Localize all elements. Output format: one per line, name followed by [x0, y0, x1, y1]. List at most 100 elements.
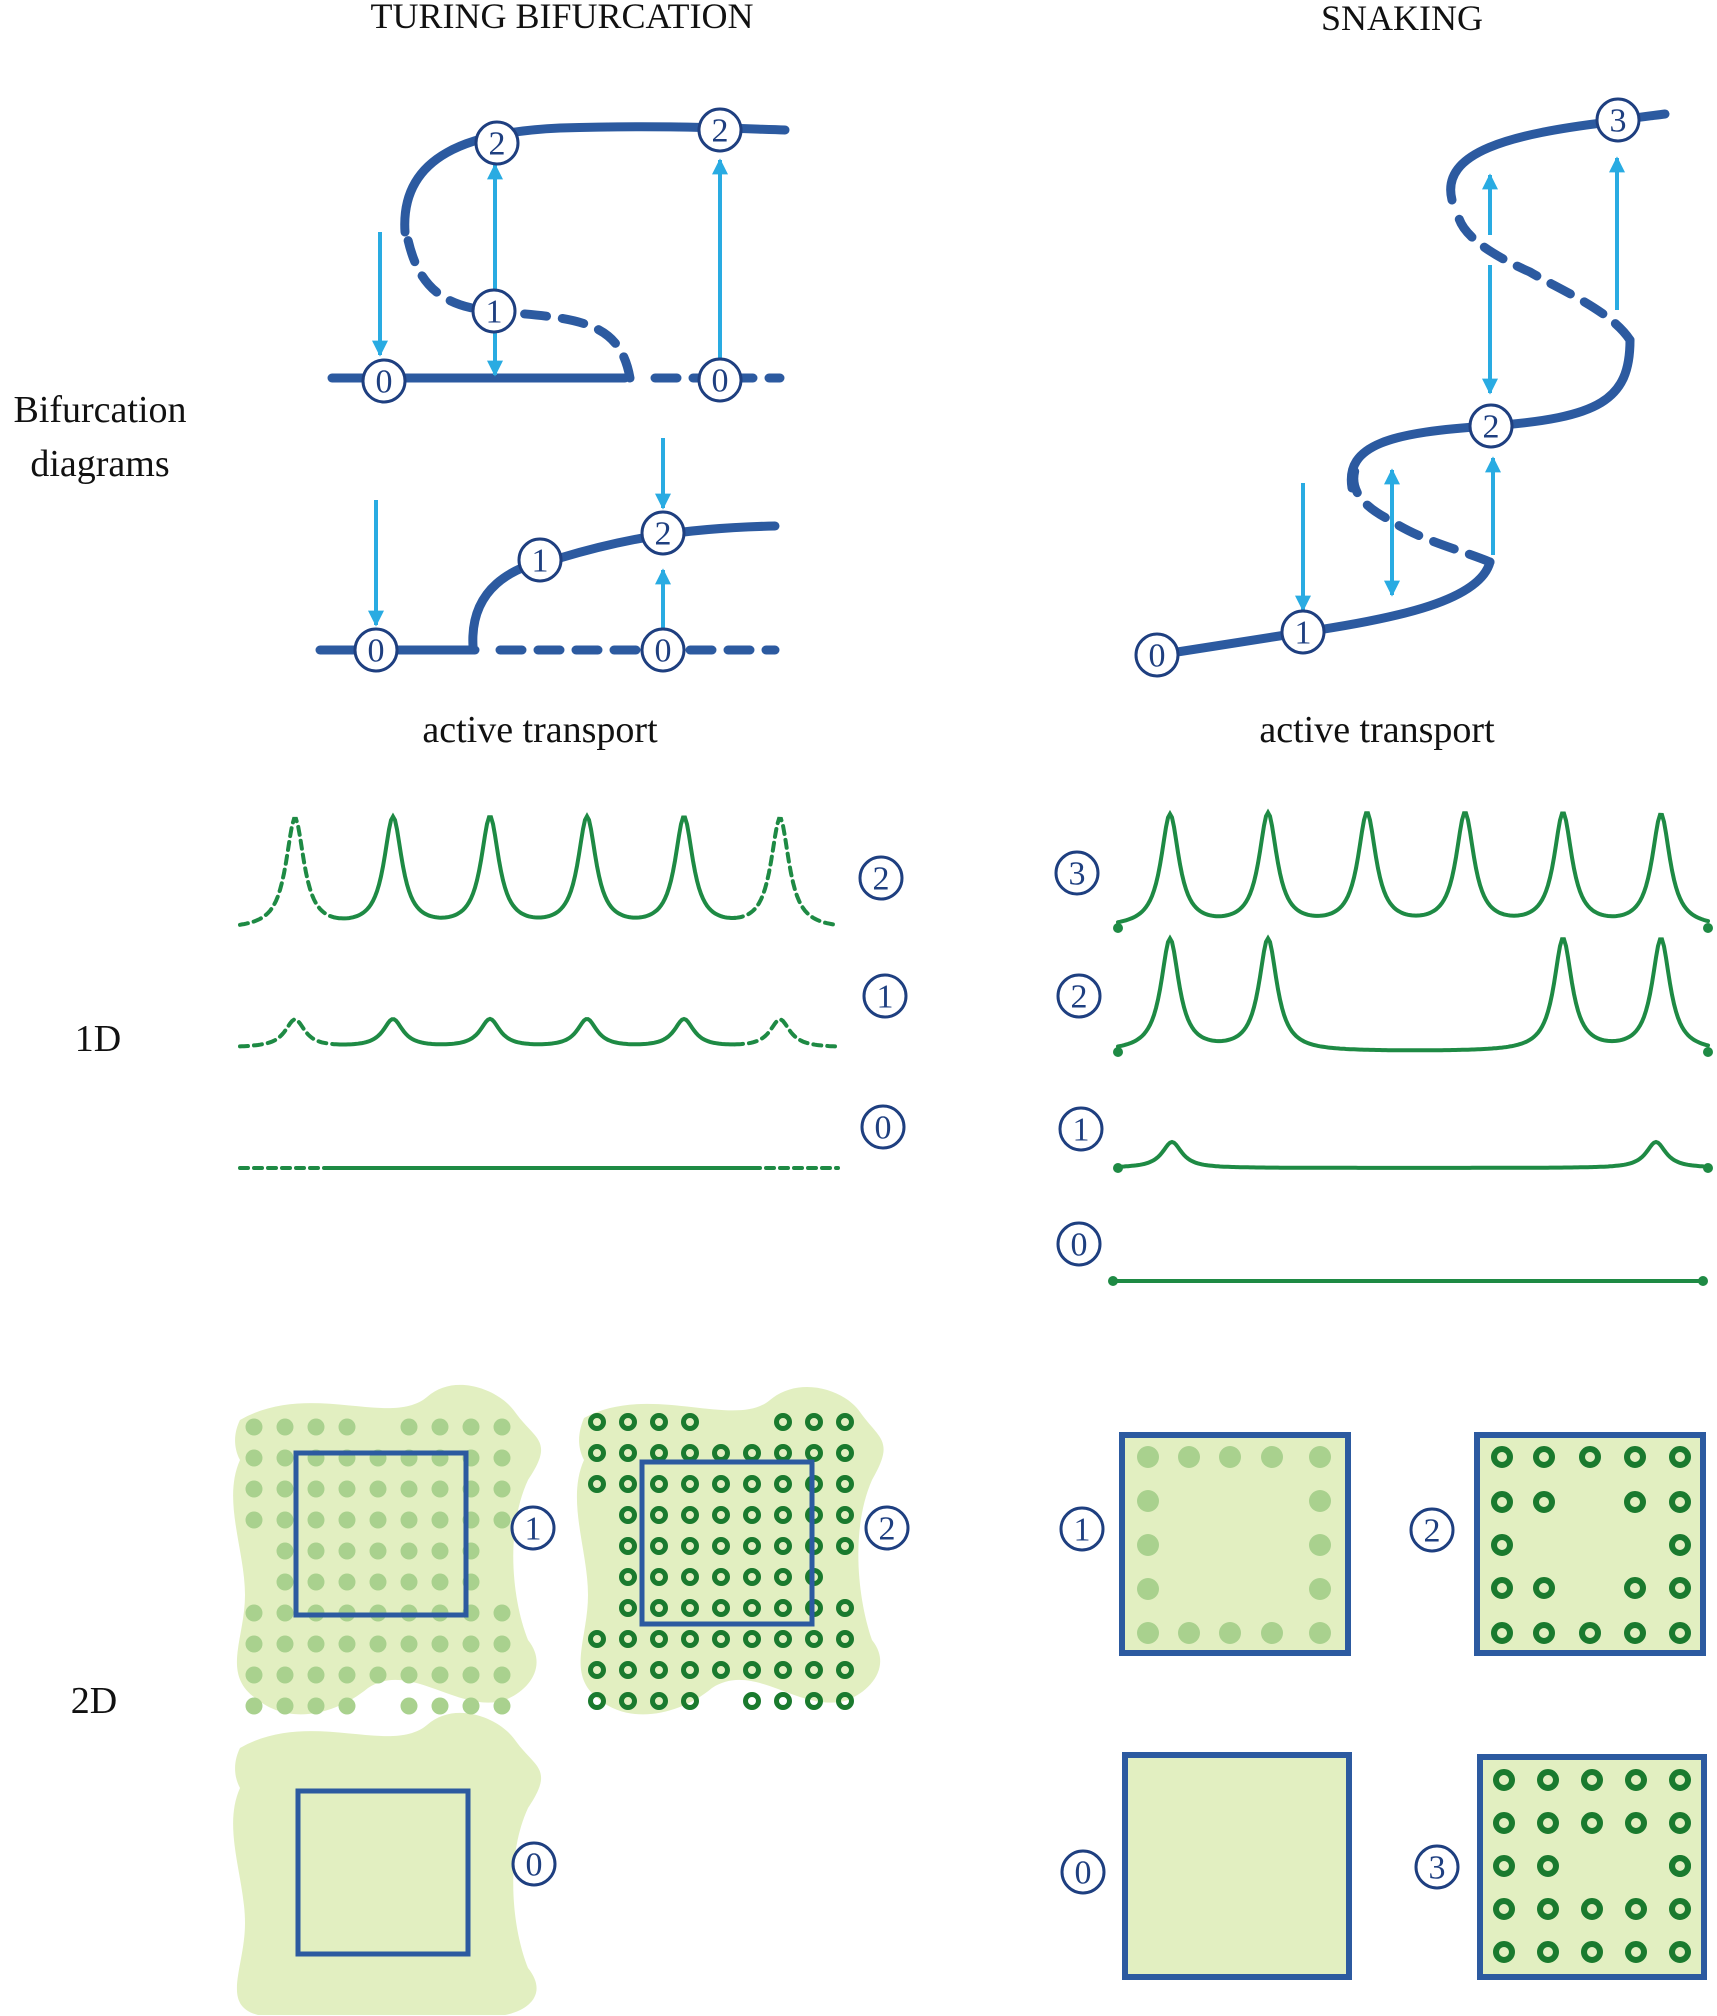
turing-2d-spot-faint [494, 1419, 511, 1436]
turing-1d-profile-2-edge-right [735, 819, 835, 925]
turing-2d-spot-faint [401, 1512, 418, 1529]
turing-2d-spot-faint [370, 1667, 387, 1684]
turing-2d-spot-faint [432, 1543, 449, 1560]
turing-2d-pattern-0-blob [233, 1713, 541, 2015]
state-label-digit: 1 [1073, 1112, 1090, 1149]
turing-2d-spot-faint [246, 1419, 263, 1436]
snaking-2d-spot-faint [1137, 1578, 1159, 1600]
turing-1d-profile-2 [335, 816, 735, 918]
turing-2d-spot-faint [401, 1481, 418, 1498]
turing-2d-spot-faint [463, 1667, 480, 1684]
snaking-2d-spot-faint [1178, 1446, 1200, 1468]
snaking-1d-profile-3 [1118, 813, 1708, 923]
turing-2d-spot-strong [808, 1695, 821, 1708]
state-label-digit: 1 [486, 294, 503, 331]
state-label-zero: 0 [642, 629, 684, 671]
snaking-1d-profile-1 [1118, 1142, 1708, 1168]
state-label-digit: 0 [712, 363, 729, 400]
profile-endpoint [1113, 923, 1123, 933]
state-label-digit: 1 [532, 543, 549, 580]
turing-2d-spot-faint [463, 1419, 480, 1436]
turing-2d-spot-faint [339, 1419, 356, 1436]
state-label-one: 1 [864, 975, 906, 1017]
turing-2d-spot-faint [494, 1636, 511, 1653]
row-label-bifurcation: Bifurcation [13, 389, 186, 431]
state-label-two: 2 [699, 109, 741, 151]
state-label-zero: 0 [513, 1843, 555, 1885]
state-label-digit: 2 [1071, 979, 1088, 1016]
snaking-2d-spot-faint [1219, 1622, 1241, 1644]
turing-2d-spot-faint [246, 1636, 263, 1653]
turing-2d-spot-faint [308, 1543, 325, 1560]
state-label-two: 2 [642, 512, 684, 554]
supercritical-pattern-branch [473, 526, 775, 646]
state-label-three: 3 [1056, 852, 1098, 894]
turing-2d-spot-faint [401, 1636, 418, 1653]
state-label-one: 1 [1061, 1508, 1103, 1550]
turing-2d-spot-faint [494, 1512, 511, 1529]
state-labels: 012020120 012321032101 201 20 3 [355, 99, 1639, 1893]
state-label-zero: 0 [862, 1106, 904, 1148]
snaking-2d-domain-0 [1125, 1755, 1349, 1977]
state-label-zero: 0 [355, 629, 397, 671]
turing-2d-spot-faint [432, 1574, 449, 1591]
turing-1d-profile-1-edge-right [735, 1020, 835, 1047]
turing-2d-spot-faint [277, 1481, 294, 1498]
snaking-unstable-2 [1458, 214, 1630, 340]
state-label-three: 3 [1416, 1846, 1458, 1888]
state-label-two: 2 [866, 1507, 908, 1549]
turing-2d-spot-faint [494, 1698, 511, 1715]
turing-2d-spot-faint [246, 1698, 263, 1715]
state-label-zero: 0 [699, 359, 741, 401]
turing-2d-spot-faint [308, 1667, 325, 1684]
turing-subcritical-arrows [380, 160, 720, 375]
header-snaking: SNAKING [1321, 0, 1483, 38]
turing-2d-spot-faint [246, 1450, 263, 1467]
state-label-one: 1 [1060, 1108, 1102, 1150]
turing-2d-spot-faint [494, 1481, 511, 1498]
turing-2d-spot-faint [339, 1574, 356, 1591]
turing-2d-spot-faint [370, 1512, 387, 1529]
snaking-diagram [1158, 114, 1665, 655]
state-label-three: 3 [1597, 99, 1639, 141]
state-label-digit: 1 [1295, 615, 1312, 652]
state-label-digit: 0 [368, 633, 385, 670]
turing-2d-spot-faint [308, 1574, 325, 1591]
snaking-2d-spot-faint [1137, 1534, 1159, 1556]
turing-2d-spot-faint [401, 1698, 418, 1715]
state-label-two: 2 [476, 122, 518, 164]
state-label-digit: 0 [526, 1847, 543, 1884]
state-label-two: 2 [860, 857, 902, 899]
turing-2d-spot-faint [370, 1543, 387, 1560]
snaking-2d-spot-faint [1309, 1446, 1331, 1468]
snaking-2d-spot-faint [1309, 1578, 1331, 1600]
snaking-2d-spot-faint [1261, 1446, 1283, 1468]
state-label-one: 1 [473, 290, 515, 332]
turing-2d-spot-faint [339, 1636, 356, 1653]
state-label-digit: 2 [879, 1511, 896, 1548]
state-label-digit: 2 [712, 113, 729, 150]
turing-2d-spot-faint [277, 1512, 294, 1529]
row-label-2d: 2D [71, 1680, 117, 1722]
turing-2d-spot-faint [308, 1512, 325, 1529]
turing-2d-spot-faint [494, 1605, 511, 1622]
turing-2d-spot-faint [246, 1512, 263, 1529]
state-label-digit: 1 [877, 979, 894, 1016]
turing-2d-spot-faint [308, 1419, 325, 1436]
turing-2d-spot-faint [246, 1667, 263, 1684]
turing-2d-spot-faint [463, 1698, 480, 1715]
turing-2d-spot-faint [277, 1574, 294, 1591]
state-label-digit: 1 [1074, 1512, 1091, 1549]
turing-2d-spot-faint [246, 1481, 263, 1498]
turing-1d-profile-1 [340, 1019, 734, 1045]
state-label-digit: 2 [1483, 409, 1500, 446]
turing-2d-spot-faint [308, 1698, 325, 1715]
turing-1d-profile-1-edge-left [240, 1020, 340, 1047]
turing-2d-spot-faint [370, 1481, 387, 1498]
state-label-one: 1 [1282, 611, 1324, 653]
state-label-digit: 3 [1069, 856, 1086, 893]
turing-2d-spot-faint [432, 1419, 449, 1436]
turing-2d-spot-faint [401, 1419, 418, 1436]
turing-1d-profile-2-edge-left [240, 819, 334, 925]
turing-2d-spot-faint [277, 1450, 294, 1467]
